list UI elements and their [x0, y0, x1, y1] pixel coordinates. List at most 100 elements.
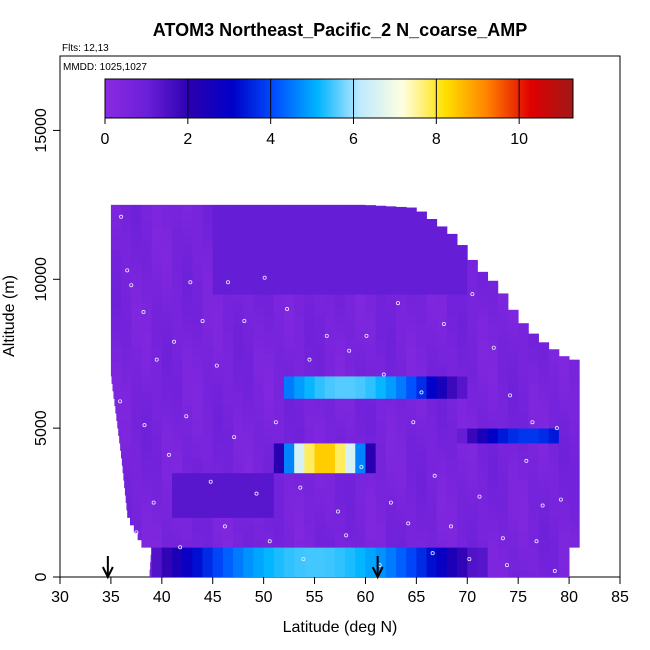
heatmap-cell — [314, 443, 326, 451]
heatmap-cell — [304, 219, 315, 228]
sample-point — [301, 557, 306, 562]
heatmap-cell — [558, 532, 570, 541]
heatmap-cell — [396, 316, 407, 325]
heatmap-cell — [243, 294, 254, 303]
heatmap-cell — [355, 524, 366, 533]
heatmap-cell — [121, 256, 132, 265]
heatmap-cell — [446, 376, 458, 384]
heatmap-cell — [212, 234, 224, 243]
heatmap-cell — [253, 227, 265, 236]
heatmap-cell — [406, 465, 417, 474]
heatmap-cell — [355, 547, 366, 556]
heatmap-cell — [212, 435, 224, 444]
heatmap-cell — [151, 539, 163, 548]
heatmap-cell — [182, 249, 193, 258]
heatmap-cell — [477, 390, 489, 399]
heatmap-cell — [263, 204, 275, 213]
heatmap-cell — [151, 331, 163, 340]
sample-point — [267, 539, 272, 544]
heatmap-cell — [375, 249, 387, 258]
heatmap-cell — [212, 480, 224, 489]
heatmap-cell — [355, 234, 366, 243]
heatmap-cell — [385, 405, 397, 414]
heatmap-cell — [538, 383, 550, 392]
heatmap-cell — [558, 376, 570, 384]
heatmap-cell — [222, 204, 234, 213]
heatmap-cell — [182, 480, 193, 489]
heatmap-cell — [518, 398, 529, 407]
heatmap-cell — [314, 242, 326, 250]
heatmap-cell — [273, 249, 285, 258]
heatmap-cell — [284, 539, 295, 548]
heatmap-cell — [202, 368, 214, 377]
sample-point — [151, 500, 156, 505]
heatmap-cell — [273, 435, 285, 444]
heatmap-cell — [497, 517, 509, 526]
heatmap-cell — [222, 420, 234, 429]
heatmap-cell — [212, 398, 224, 407]
heatmap-cell — [192, 413, 203, 422]
heatmap-cell — [314, 279, 326, 288]
heatmap-cell — [446, 234, 458, 243]
heatmap-cell — [334, 524, 346, 533]
heatmap-cell — [304, 510, 315, 518]
heatmap-cell — [131, 212, 142, 221]
heatmap-cell — [528, 353, 539, 362]
heatmap-cell — [406, 539, 417, 548]
heatmap-cell — [304, 547, 315, 556]
heatmap-cell — [477, 428, 489, 436]
heatmap-cell — [345, 279, 356, 288]
heatmap-cell — [365, 205, 377, 213]
heatmap-cell — [355, 323, 366, 332]
heatmap-cell — [355, 286, 366, 295]
heatmap-cell — [141, 204, 153, 213]
heatmap-cell — [222, 428, 234, 436]
heatmap-cell — [477, 562, 489, 570]
heatmap-cell — [497, 420, 509, 429]
heatmap-cell — [222, 234, 234, 243]
heatmap-cell — [385, 353, 397, 362]
heatmap-cell — [304, 398, 315, 407]
heatmap-cell — [182, 532, 193, 541]
heatmap-cell — [385, 249, 397, 258]
heatmap-cell — [284, 219, 295, 228]
heatmap-cell — [243, 457, 254, 466]
heatmap-cell — [518, 472, 529, 481]
heatmap-cell — [569, 472, 580, 481]
heatmap-cell — [497, 331, 509, 340]
heatmap-cell — [396, 227, 407, 236]
heatmap-cell — [457, 569, 468, 577]
heatmap-cell — [141, 256, 153, 265]
heatmap-cell — [233, 256, 244, 265]
heatmap-cell — [345, 242, 356, 250]
heatmap-cell — [487, 398, 499, 407]
heatmap-cell — [569, 495, 580, 503]
heatmap-cell — [396, 353, 407, 362]
heatmap-cell — [334, 242, 346, 250]
heatmap-cell — [528, 413, 539, 422]
heatmap-cell — [467, 465, 478, 474]
heatmap-cell — [284, 286, 295, 295]
heatmap-cell — [569, 487, 580, 496]
heatmap-cell — [161, 554, 173, 563]
heatmap-cell — [324, 465, 336, 474]
heatmap-cell — [304, 361, 315, 369]
sample-point — [470, 292, 475, 297]
heatmap-cell — [243, 309, 254, 317]
heatmap-cell — [263, 309, 275, 317]
heatmap-cell — [457, 405, 468, 414]
heatmap-cell — [151, 510, 163, 518]
heatmap-cell — [151, 338, 163, 347]
heatmap-cell — [131, 420, 142, 429]
sample-point — [335, 509, 340, 514]
heatmap-cell — [497, 323, 509, 332]
heatmap-cell — [365, 547, 377, 556]
heatmap-cell — [202, 398, 214, 407]
heatmap-cell — [446, 420, 458, 429]
heatmap-cell — [253, 204, 265, 213]
heatmap-cell — [192, 204, 203, 213]
heatmap-cell — [538, 405, 550, 414]
heatmap-cell — [365, 443, 377, 451]
heatmap-cell — [202, 457, 214, 466]
heatmap-cell — [212, 547, 224, 556]
